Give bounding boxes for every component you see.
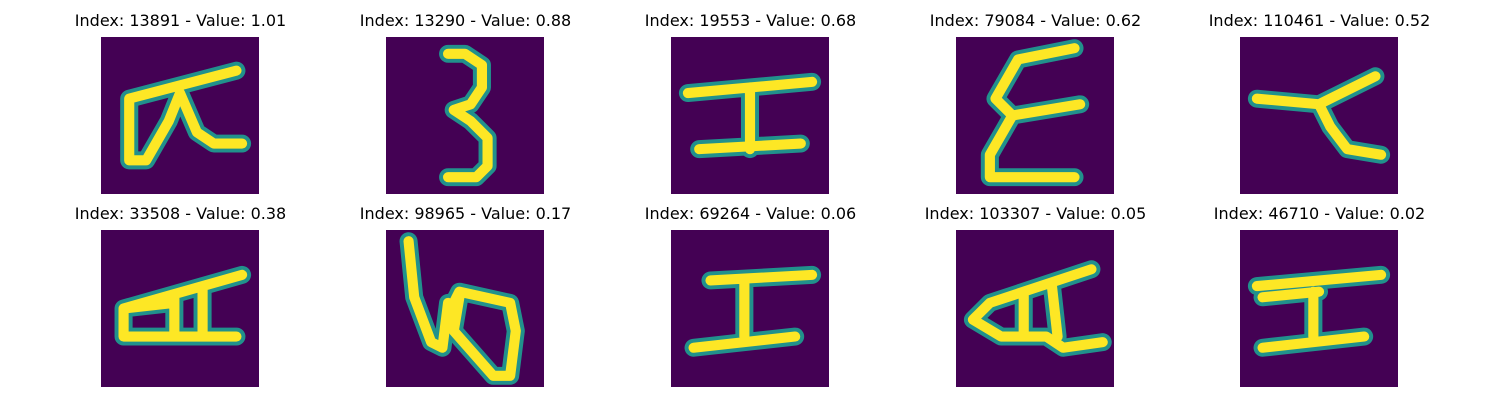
panel-title: Index: 13891 - Value: 1.01	[74, 11, 287, 30]
panel-1: Index: 13891 - Value: 1.01	[38, 11, 323, 201]
digit-image	[101, 37, 259, 194]
digit-image	[956, 37, 1114, 194]
panel-4: Index: 79084 - Value: 0.62	[893, 11, 1178, 201]
a-glyph	[963, 260, 1112, 357]
panel-title: Index: 33508 - Value: 0.38	[74, 204, 287, 223]
h-glyph	[678, 72, 822, 159]
digit-image	[671, 37, 829, 194]
h-glyph	[684, 265, 822, 357]
panel-title: Index: 69264 - Value: 0.06	[644, 204, 857, 223]
panel-title: Index: 79084 - Value: 0.62	[929, 11, 1142, 30]
panel-title: Index: 98965 - Value: 0.17	[359, 204, 572, 223]
digit-image	[671, 230, 829, 387]
digit-image	[1240, 230, 1398, 387]
panel-title: Index: 103307 - Value: 0.05	[924, 204, 1147, 223]
a-glyph	[114, 265, 252, 346]
three-glyph	[439, 44, 497, 187]
hook-glyph	[1247, 67, 1391, 164]
panel-8: Index: 69264 - Value: 0.06	[608, 204, 893, 394]
panel-9: Index: 103307 - Value: 0.05	[893, 204, 1178, 394]
h-glyph	[1247, 265, 1391, 357]
zigzag-glyph	[980, 39, 1090, 187]
alpha-glyph	[120, 61, 252, 170]
digit-image	[386, 230, 544, 387]
panel-2: Index: 13290 - Value: 0.88	[323, 11, 608, 201]
panel-10: Index: 46710 - Value: 0.02	[1177, 204, 1462, 394]
panel-5: Index: 110461 - Value: 0.52	[1177, 11, 1462, 201]
digit-image	[956, 230, 1114, 387]
digit-image	[1240, 37, 1398, 194]
panel-3: Index: 19553 - Value: 0.68	[608, 11, 893, 201]
digit-image	[101, 230, 259, 387]
panel-7: Index: 98965 - Value: 0.17	[323, 204, 608, 394]
panel-title: Index: 19553 - Value: 0.68	[644, 11, 857, 30]
panel-6: Index: 33508 - Value: 0.38	[38, 204, 323, 394]
panel-title: Index: 110461 - Value: 0.52	[1208, 11, 1431, 30]
panel-title: Index: 13290 - Value: 0.88	[359, 11, 572, 30]
digit-image	[386, 37, 544, 194]
loop-glyph	[399, 232, 525, 385]
panel-title: Index: 46710 - Value: 0.02	[1213, 204, 1426, 223]
